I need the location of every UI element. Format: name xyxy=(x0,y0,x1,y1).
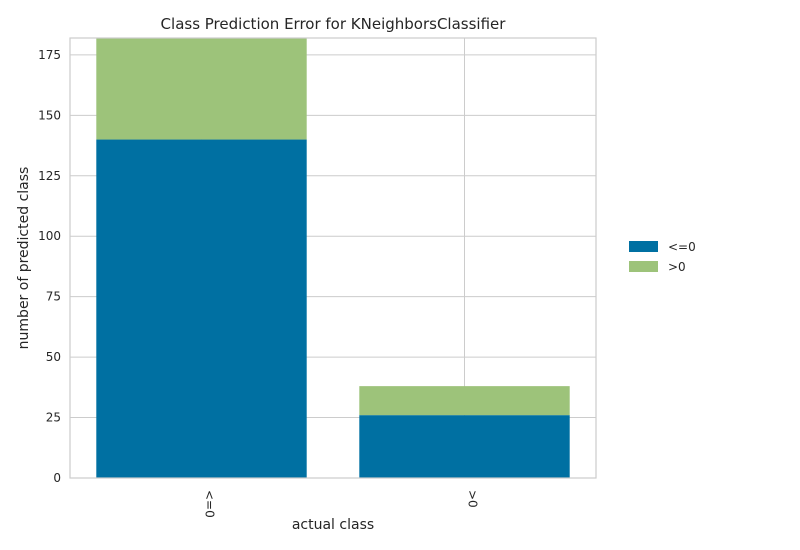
bar-gt0-gt0 xyxy=(359,386,570,416)
y-tick-label: 175 xyxy=(38,48,61,62)
x-tick-label: <=0 xyxy=(203,490,217,518)
y-axis-label: number of predicted class xyxy=(16,167,32,350)
y-tick-label: 100 xyxy=(38,229,61,243)
legend: <=0>0 xyxy=(629,240,696,274)
legend-label: <=0 xyxy=(668,240,696,254)
legend-swatch xyxy=(629,241,658,252)
legend-label: >0 xyxy=(668,260,686,274)
chart-title: Class Prediction Error for KNeighborsCla… xyxy=(161,15,507,33)
y-tick-label: 150 xyxy=(38,108,61,122)
bar-lte0-lte0 xyxy=(96,139,307,479)
y-tick-label: 25 xyxy=(46,411,61,425)
y-tick-label: 125 xyxy=(38,169,61,183)
bar-lte0-gt0 xyxy=(359,415,570,478)
x-axis-label: actual class xyxy=(292,517,374,533)
x-axis-ticks: <=0 >0 xyxy=(203,490,480,518)
y-tick-label: 0 xyxy=(53,471,61,485)
x-tick-label: >0 xyxy=(466,490,480,508)
bar-gt0-lte0 xyxy=(96,38,307,140)
y-axis-ticks: 0 25 50 75 100 125 150 175 xyxy=(38,48,61,485)
plot-frame xyxy=(69,37,597,479)
y-tick-label: 75 xyxy=(46,290,61,304)
legend-swatch xyxy=(629,261,658,272)
y-tick-label: 50 xyxy=(46,350,61,364)
bars xyxy=(96,38,570,479)
